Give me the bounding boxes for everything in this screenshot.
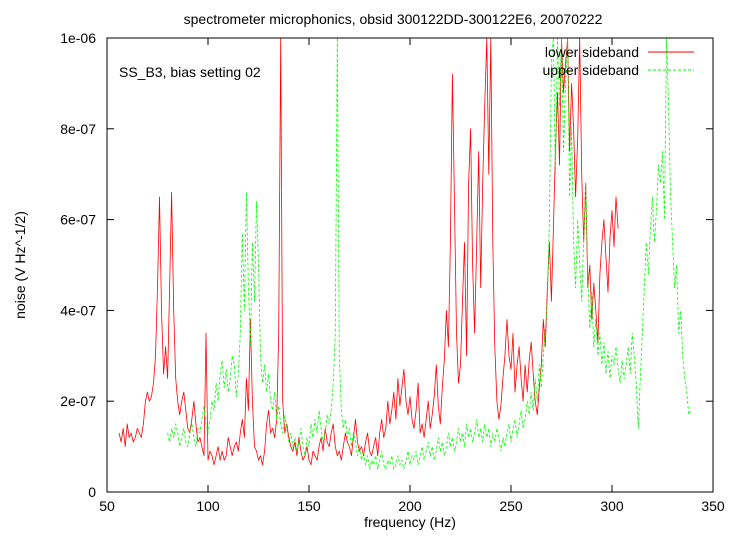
chart-title: spectrometer microphonics, obsid 300122D… <box>184 11 603 27</box>
y-tick-label: 2e-07 <box>60 393 96 409</box>
legend-label: lower sideband <box>545 44 639 60</box>
x-tick-label: 300 <box>600 498 624 514</box>
y-axis: 0 2e-07 4e-07 6e-07 8e-07 1e-06 <box>60 30 713 500</box>
x-tick-label: 200 <box>398 498 422 514</box>
x-tick-label: 50 <box>99 498 115 514</box>
series-line-upper-sideband <box>167 38 692 470</box>
x-tick-label: 250 <box>499 498 523 514</box>
legend: lower sideband upper sideband <box>542 44 694 78</box>
x-axis: 50 100 150 200 250 300 350 <box>99 38 725 514</box>
y-tick-label: 0 <box>88 484 96 500</box>
plot-annotation: SS_B3, bias setting 02 <box>119 64 261 80</box>
x-tick-label: 150 <box>297 498 321 514</box>
x-tick-label: 350 <box>701 498 725 514</box>
y-tick-label: 1e-06 <box>60 30 96 46</box>
x-axis-title: frequency (Hz) <box>364 514 456 530</box>
series-line-lower-sideband <box>118 38 619 466</box>
y-tick-label: 8e-07 <box>60 121 96 137</box>
y-tick-label: 6e-07 <box>60 212 96 228</box>
y-tick-label: 4e-07 <box>60 302 96 318</box>
y-axis-title: noise (V Hz^-1/2) <box>12 211 28 319</box>
x-tick-label: 100 <box>196 498 220 514</box>
legend-label: upper sideband <box>542 62 639 78</box>
series-layer <box>118 38 692 470</box>
plot-frame <box>106 37 714 493</box>
